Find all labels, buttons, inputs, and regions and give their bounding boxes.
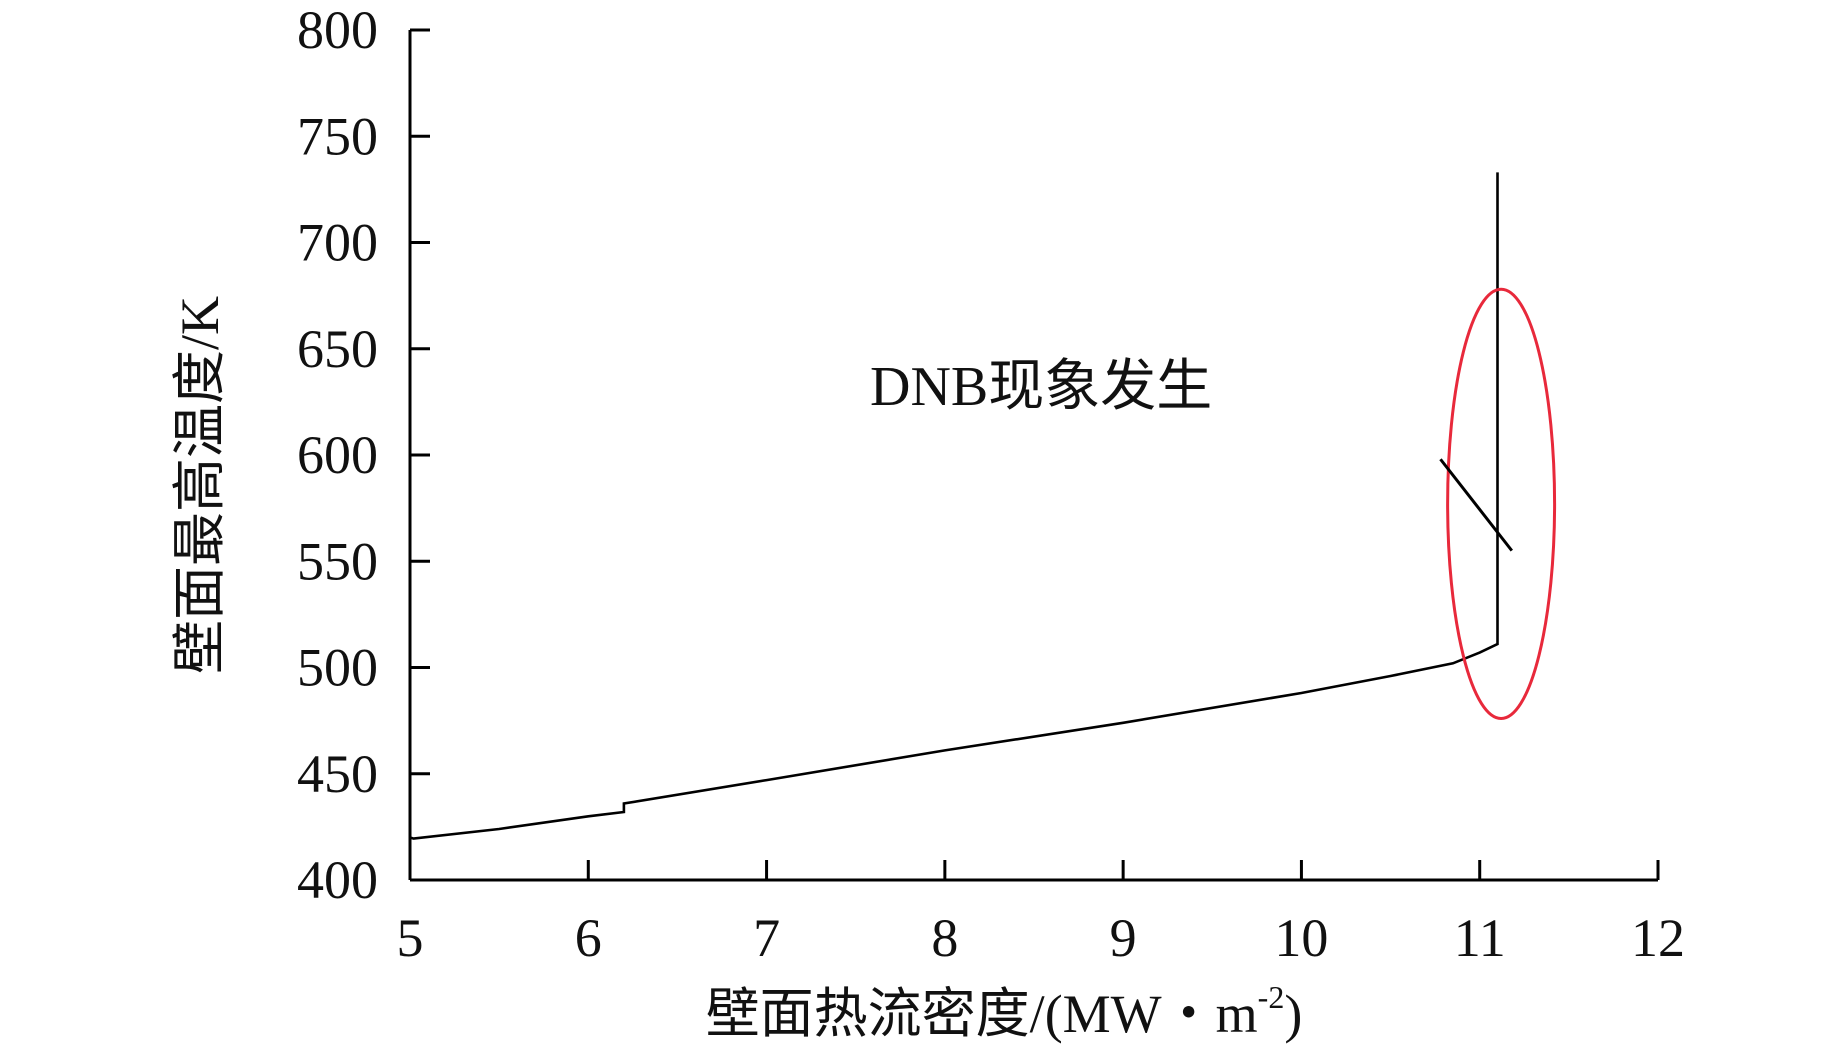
series-layer bbox=[408, 172, 1499, 840]
x-tick-label: 11 bbox=[1454, 908, 1506, 968]
series-line-0 bbox=[408, 172, 1499, 840]
y-axis-title: 壁面最高温度/K bbox=[170, 296, 230, 674]
y-tick-label: 600 bbox=[297, 425, 378, 485]
x-axis-title-main: 壁面热流密度/(MW・m bbox=[706, 984, 1258, 1044]
dnb-ellipse bbox=[1446, 287, 1557, 720]
y-tick-label: 550 bbox=[297, 531, 378, 591]
x-tick-label: 6 bbox=[575, 908, 602, 968]
annotation-dnb-label: DNB现象发生 bbox=[870, 356, 1212, 418]
x-axis-title-superscript: -2 bbox=[1258, 979, 1285, 1015]
dnb-leader-line bbox=[1439, 458, 1513, 552]
x-tick-label: 10 bbox=[1274, 908, 1328, 968]
y-tick-label: 800 bbox=[297, 0, 378, 60]
x-tick-label: 7 bbox=[753, 908, 780, 968]
x-tick-label: 8 bbox=[931, 908, 958, 968]
annotation-layer bbox=[1439, 287, 1557, 720]
x-tick-label: 5 bbox=[397, 908, 424, 968]
y-tick-label: 650 bbox=[297, 319, 378, 379]
x-axis-title: 壁面热流密度/(MW・m-2) bbox=[706, 979, 1303, 1044]
x-tick-label: 9 bbox=[1110, 908, 1137, 968]
y-tick-label: 700 bbox=[297, 213, 378, 273]
y-axis: 400 450 500 550 600 650 700 750 800 bbox=[297, 0, 430, 910]
x-axis-title-end: ) bbox=[1284, 984, 1302, 1044]
x-axis: 5 6 7 8 9 10 11 12 bbox=[397, 860, 1685, 968]
y-tick-label: 400 bbox=[297, 850, 378, 910]
y-tick-label: 500 bbox=[297, 638, 378, 698]
y-tick-label: 450 bbox=[297, 744, 378, 804]
x-tick-label: 12 bbox=[1631, 908, 1685, 968]
y-tick-label: 750 bbox=[297, 106, 378, 166]
